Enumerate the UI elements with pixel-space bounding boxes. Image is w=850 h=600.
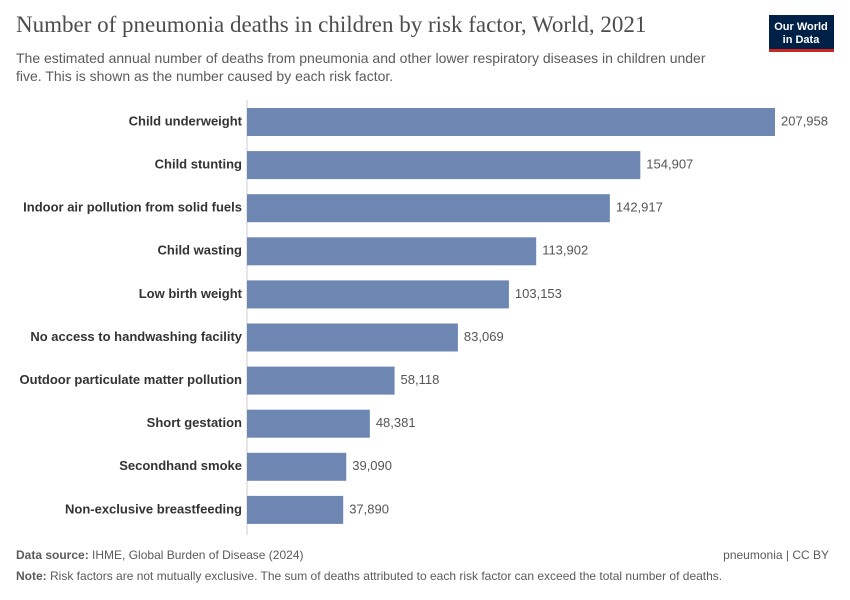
value-label: 154,907 (646, 157, 693, 172)
category-label: Secondhand smoke (119, 458, 242, 473)
bar (247, 194, 610, 223)
logo-stripe (769, 49, 834, 52)
value-label: 103,153 (515, 286, 562, 301)
category-label: Child wasting (158, 243, 243, 258)
source: Data source: IHME, Global Burden of Dise… (16, 548, 303, 562)
logo-link[interactable]: Our World in Data (769, 15, 834, 52)
category-label: Low birth weight (139, 286, 243, 301)
logo-text: Our World (774, 21, 828, 33)
bar (247, 108, 775, 136)
category-label: Indoor air pollution from solid fuels (23, 200, 242, 215)
source-label: Data source: (16, 548, 89, 562)
category-label: Short gestation (147, 415, 242, 430)
note-text: Risk factors are not mutually exclusive.… (50, 569, 723, 583)
logo-text: in Data (783, 34, 821, 46)
logo-box (769, 15, 834, 52)
category-label: Non-exclusive breastfeeding (65, 501, 242, 516)
category-label: No access to handwashing facility (30, 329, 242, 344)
value-label: 207,958 (781, 113, 828, 128)
value-label: 83,069 (464, 329, 504, 344)
value-label: 39,090 (352, 458, 392, 473)
note-label: Note: (16, 569, 47, 583)
bar (247, 366, 395, 395)
chart-title: Number of pneumonia deaths in children b… (16, 12, 647, 37)
bar (247, 409, 370, 438)
chart-subtitle: The estimated annual number of deaths fr… (16, 50, 706, 84)
category-label: Child underweight (129, 113, 243, 128)
value-label: 48,381 (376, 415, 416, 430)
bar (247, 237, 537, 266)
value-label: 58,118 (401, 372, 440, 387)
bar (247, 452, 347, 481)
note: Note: Risk factors are not mutually excl… (16, 569, 722, 583)
bar (247, 151, 641, 180)
value-label: 37,890 (349, 501, 389, 516)
license: pneumonia | CC BY (723, 548, 829, 562)
bar (247, 280, 509, 309)
bar (247, 323, 458, 352)
bar (247, 495, 344, 524)
value-label: 142,917 (616, 200, 663, 215)
category-label: Child stunting (155, 157, 242, 172)
category-label: Outdoor particulate matter pollution (20, 372, 243, 387)
source-text: IHME, Global Burden of Disease (2024) (92, 548, 304, 562)
value-label: 113,902 (542, 243, 588, 258)
